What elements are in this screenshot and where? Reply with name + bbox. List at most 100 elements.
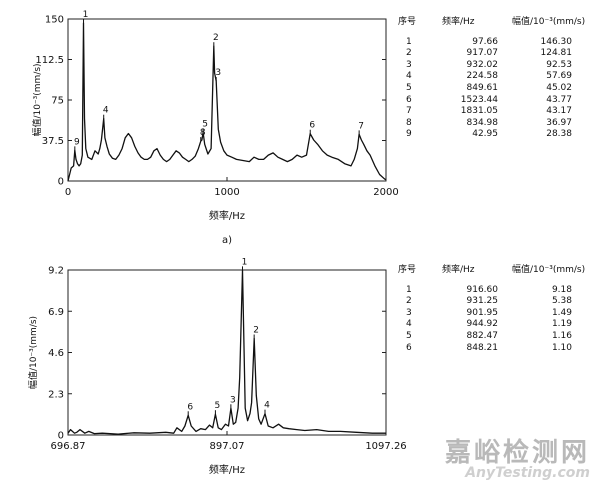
peak-number-label: 1 [83, 10, 89, 20]
peak-table-top-row: 7 1831.05 43.17 [398, 106, 572, 118]
cell-frequency: 42.95 [472, 129, 498, 140]
x-tick-label: 696.87 [51, 441, 86, 452]
peak-number-label: 9 [74, 137, 80, 147]
cell-amplitude: 1.10 [551, 342, 572, 353]
peak-table-top-header: 序号 频率/Hz 幅值/10⁻³(mm/s) [398, 17, 586, 29]
peak-table-top-row: 6 1523.44 43.77 [398, 95, 572, 107]
header-frequency: 频率/Hz [442, 17, 475, 27]
peak-table-bottom-body: 1 916.60 9.18 2 931.25 5.38 3 901.95 1.49 4 944.92… [398, 285, 572, 355]
watermark-sub-text: AnyTesting.com [465, 465, 590, 481]
cell-amplitude: 28.38 [546, 129, 572, 140]
y-tick-label: 37.5 [42, 136, 64, 147]
peak-number-label: 8 [200, 128, 206, 138]
peak-number-label: 4 [103, 106, 109, 116]
peak-table-top-row: 4 224.58 57.69 [398, 71, 572, 83]
cell-index: 6 [406, 94, 412, 105]
y-tick-label: 9.2 [48, 266, 64, 277]
cell-index: 4 [406, 319, 412, 330]
cell-index: 1 [406, 36, 412, 47]
cell-index: 2 [406, 48, 412, 59]
cell-amplitude: 92.53 [546, 59, 572, 70]
peak-table-bottom-row: 2 931.25 5.38 [398, 296, 572, 308]
cell-frequency: 224.58 [466, 71, 499, 82]
peak-table-bottom-row: 5 882.47 1.16 [398, 331, 572, 343]
cell-amplitude: 1.49 [551, 307, 572, 318]
cell-index: 5 [406, 82, 412, 93]
cell-index: 3 [406, 307, 412, 318]
cell-index: 9 [406, 129, 412, 140]
cell-frequency: 901.95 [466, 307, 499, 318]
header-index: 序号 [398, 17, 417, 27]
cell-amplitude: 1.19 [551, 319, 572, 330]
peak-table-bottom-row: 6 848.21 1.10 [398, 343, 572, 355]
cell-frequency: 882.47 [466, 330, 499, 341]
cell-index: 1 [406, 284, 412, 295]
peak-table-top-row: 2 917.07 124.81 [398, 48, 572, 60]
peak-number-label: 3 [215, 68, 221, 78]
watermark-main-text: 嘉峪检测网 [444, 438, 590, 468]
peak-number-label: 6 [309, 121, 315, 131]
cell-frequency: 932.02 [466, 59, 499, 70]
cell-frequency: 917.07 [466, 48, 499, 59]
cell-amplitude: 45.02 [546, 82, 572, 93]
cell-frequency: 834.98 [466, 117, 499, 128]
peak-table-top-row: 8 834.98 36.97 [398, 118, 572, 130]
cell-amplitude: 43.77 [546, 94, 572, 105]
peak-number-label: 4 [264, 401, 270, 411]
header-amplitude: 幅值/10⁻³(mm/s) [512, 265, 586, 275]
cell-frequency: 931.25 [466, 296, 499, 307]
x-tick-label: 1000 [214, 187, 239, 198]
peak-number-label: 5 [215, 401, 221, 411]
cell-amplitude: 9.18 [551, 284, 572, 295]
y-axis-label: 幅值/10⁻³(mm/s) [31, 63, 43, 136]
cell-index: 5 [406, 330, 412, 341]
plot-frame [67, 18, 387, 182]
y-tick-label: 75 [51, 96, 64, 107]
y-tick-label: 0 [58, 431, 64, 442]
x-tick-label: 897.07 [210, 441, 245, 452]
peak-table-top-row: 5 849.61 45.02 [398, 83, 572, 95]
x-axis-label: 频率/Hz [209, 209, 245, 222]
x-tick-label: 2000 [373, 187, 398, 198]
y-tick-label: 2.3 [48, 389, 64, 400]
y-tick-label: 0 [58, 177, 64, 188]
cell-index: 2 [406, 296, 412, 307]
cell-amplitude: 36.97 [546, 117, 572, 128]
y-tick-label: 4.6 [48, 348, 64, 359]
subfigure-caption: a) [222, 235, 233, 246]
peak-table-top-row: 9 42.95 28.38 [398, 129, 572, 141]
cell-frequency: 944.92 [466, 319, 499, 330]
cell-amplitude: 57.69 [546, 71, 572, 82]
peak-number-label: 5 [202, 119, 208, 129]
y-axis-label: 幅值/10⁻³(mm/s) [27, 316, 39, 389]
x-axis-label: 频率/Hz [209, 463, 245, 476]
cell-index: 7 [406, 106, 412, 117]
peak-number-label: 1 [242, 257, 248, 267]
cell-index: 3 [406, 59, 412, 70]
header-frequency: 频率/Hz [442, 265, 475, 275]
peak-table-bottom-row: 4 944.92 1.19 [398, 319, 572, 331]
header-index: 序号 [398, 265, 417, 275]
cell-frequency: 97.66 [472, 36, 498, 47]
x-tick-label: 0 [65, 187, 71, 198]
cell-frequency: 848.21 [466, 342, 499, 353]
peak-table-top-body: 1 97.66 146.30 2 917.07 124.81 3 932.02 92.53 4 22… [398, 37, 572, 141]
peak-number-label: 2 [213, 33, 219, 43]
x-tick-label: 1097.26 [365, 441, 406, 452]
peak-table-bottom: 序号 频率/Hz 幅值/10⁻³(mm/s) 1 916.60 9.18 2 931.2… [398, 265, 586, 355]
chart-bottom: 0 2.3 4.6 6.9 9.2 696.87 897.07 1097.26 频率/Hz 幅值/… [27, 257, 407, 476]
cell-amplitude: 43.17 [546, 106, 572, 117]
spectrum-line [67, 22, 387, 182]
peak-table-top-row: 1 97.66 146.30 [398, 37, 572, 49]
peak-table-bottom-row: 3 901.95 1.49 [398, 308, 572, 320]
cell-amplitude: 5.38 [551, 296, 572, 307]
peak-table-top: 序号 频率/Hz 幅值/10⁻³(mm/s) 1 97.66 146.30 2 917.… [398, 17, 586, 141]
cell-amplitude: 146.30 [540, 36, 573, 47]
header-amplitude: 幅值/10⁻³(mm/s) [512, 17, 586, 27]
peak-number-label: 3 [230, 395, 236, 405]
cell-frequency: 849.61 [466, 82, 499, 93]
y-tick-label: 112.5 [35, 55, 64, 66]
cell-index: 8 [406, 117, 412, 128]
